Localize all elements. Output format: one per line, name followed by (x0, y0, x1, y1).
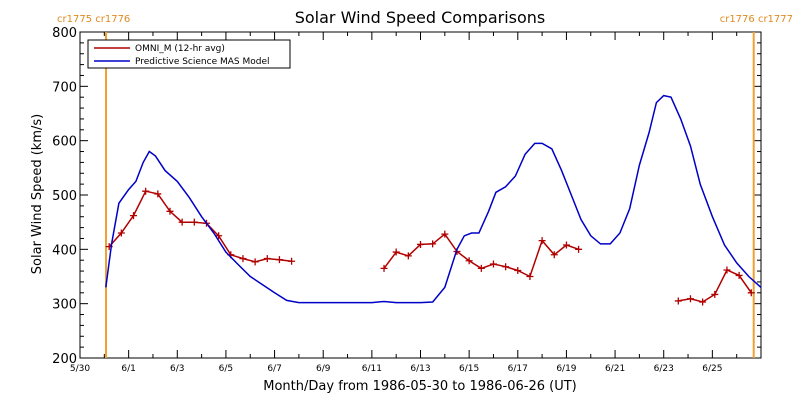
series-0-point (404, 252, 412, 260)
series-0-point (130, 212, 138, 220)
series-0-point (392, 248, 400, 256)
series-0-point (275, 256, 283, 264)
series-0-point (465, 257, 473, 265)
y-tick-label: 500 (52, 189, 77, 204)
x-tick-label: 5/30 (70, 364, 90, 374)
series-0-point (263, 255, 271, 263)
y-tick-label: 700 (52, 80, 77, 95)
y-tick-label: 200 (52, 352, 77, 367)
series-0-point (429, 240, 437, 248)
y-tick-label: 300 (52, 298, 77, 313)
x-axis-label: Month/Day from 1986-05-30 to 1986-06-26 … (263, 379, 576, 394)
y-tick-label: 600 (52, 135, 77, 150)
series-0-point (417, 240, 424, 248)
y-tick-label: 800 (52, 26, 77, 41)
series-0-point (699, 298, 707, 306)
series-0-point (550, 251, 558, 259)
axis-ticks: 200 300 400 500 600 700 800 5/30 6/1 6/3 6/5 6/7 6/9… (52, 26, 762, 374)
x-tick-label: 6/25 (702, 364, 722, 374)
series-0-point (154, 190, 162, 198)
series-0-point (441, 230, 449, 238)
series-0-point (562, 241, 570, 249)
series-0-point (117, 229, 125, 237)
series-0-point (686, 295, 694, 303)
plot-frame (79, 31, 762, 359)
series-0-point (526, 273, 534, 280)
series-0-point (251, 258, 259, 266)
series-0-point (514, 267, 522, 275)
y-axis-label: Solar Wind Speed (km/s) (30, 114, 45, 274)
series-0-point (178, 218, 186, 226)
series-0-point (288, 257, 296, 265)
x-tick-label: 6/13 (410, 364, 430, 374)
x-tick-label: 6/19 (556, 364, 576, 374)
series-0-point (735, 271, 743, 279)
x-tick-label: 6/7 (267, 364, 281, 374)
x-tick-label: 6/5 (219, 364, 233, 374)
series-0-point (477, 264, 485, 272)
chart-title: Solar Wind Speed Comparisons (295, 8, 546, 27)
series-0-point (502, 263, 510, 271)
rotation-marker-label: cr1775 cr1776 (57, 14, 130, 25)
x-tick-label: 6/15 (459, 364, 479, 374)
legend: OMNI_M (12-hr avg) Predictive Science MA… (87, 39, 291, 69)
x-tick-label: 6/1 (121, 364, 135, 374)
series-0-point (142, 187, 150, 195)
series-0-point (711, 290, 719, 298)
series-0-point (239, 255, 247, 263)
series-0-point (538, 237, 546, 245)
series-0-point (723, 266, 731, 274)
x-tick-label: 6/11 (362, 364, 382, 374)
y-tick-label: 400 (52, 243, 77, 258)
series-0-point (190, 218, 198, 226)
series-0-point (674, 297, 682, 305)
rotation-marker-label: cr1776 cr1777 (720, 14, 793, 25)
series-0-point (575, 245, 583, 253)
x-tick-label: 6/9 (316, 364, 331, 374)
x-tick-label: 6/17 (508, 364, 528, 374)
x-tick-label: 6/23 (654, 364, 674, 374)
legend-label-omni: OMNI_M (12-hr avg) (135, 44, 225, 54)
legend-label-mas: Predictive Science MAS Model (135, 57, 270, 67)
legend-box (87, 39, 291, 69)
x-tick-label: 6/21 (605, 364, 625, 374)
series-0-point (489, 260, 497, 268)
rotation-markers: cr1775 cr1776 cr1776 cr1777 (57, 14, 793, 358)
series-0-point (747, 289, 755, 297)
series-0-point (166, 207, 174, 215)
series-0-line-segment-0 (108, 190, 292, 263)
x-tick-label: 6/3 (170, 364, 184, 374)
series-0-point (380, 264, 388, 272)
series-layer (105, 94, 762, 306)
series-1-line-segment-0 (105, 94, 762, 304)
